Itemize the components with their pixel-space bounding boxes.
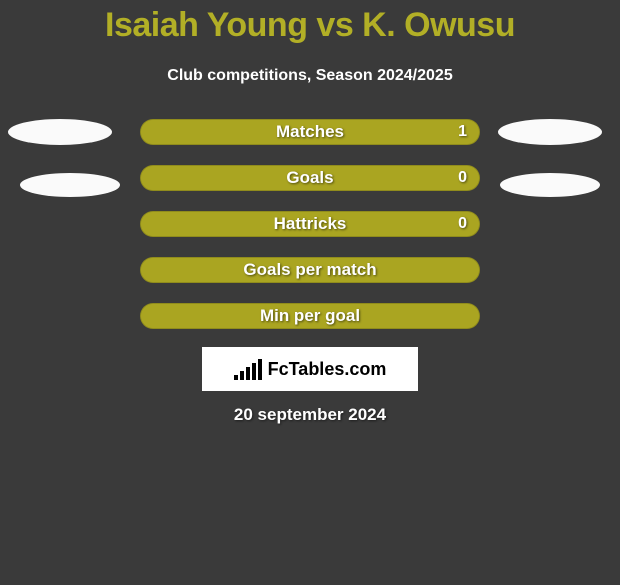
stat-bar: Min per goal — [140, 303, 480, 329]
stage: Matches 1 Goals 0 Hattricks 0 Goals per match M… — [0, 85, 620, 585]
brand-bars-icon — [234, 359, 262, 380]
page-subtitle: Club competitions, Season 2024/2025 — [0, 67, 620, 85]
stat-bar: Goals 0 — [140, 165, 480, 191]
stat-bar: Hattricks 0 — [140, 211, 480, 237]
avatar-oval-0 — [8, 119, 112, 145]
stat-bar-label: Goals per match — [243, 260, 376, 280]
page-title: Isaiah Young vs K. Owusu — [0, 0, 620, 45]
stat-bar-value: 0 — [458, 215, 467, 233]
avatar-oval-3 — [500, 173, 600, 197]
stat-bar: Goals per match — [140, 257, 480, 283]
stat-bar-value: 0 — [458, 169, 467, 187]
stat-bars: Matches 1 Goals 0 Hattricks 0 Goals per match M… — [140, 119, 480, 349]
brand-box: FcTables.com — [202, 347, 418, 391]
date-label: 20 september 2024 — [234, 405, 386, 425]
stat-bar-label: Min per goal — [260, 306, 360, 326]
stat-bar-value: 1 — [458, 123, 467, 141]
avatar-oval-1 — [498, 119, 602, 145]
stat-bar-label: Goals — [286, 168, 333, 188]
stat-bar: Matches 1 — [140, 119, 480, 145]
brand-text: FcTables.com — [268, 359, 387, 380]
avatar-oval-2 — [20, 173, 120, 197]
stat-bar-label: Hattricks — [274, 214, 347, 234]
stat-bar-label: Matches — [276, 122, 344, 142]
